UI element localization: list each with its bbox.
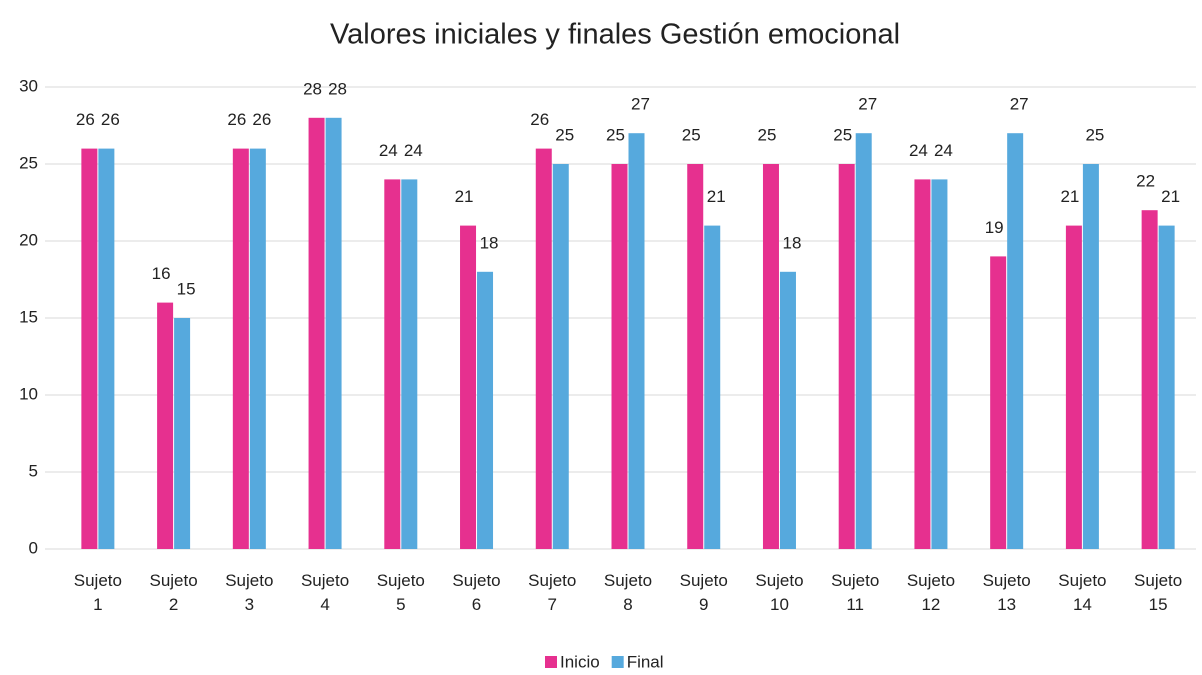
- data-label: 28: [328, 79, 347, 98]
- data-label: 27: [631, 95, 650, 114]
- bar: [552, 164, 569, 549]
- x-tick-label: Sujeto 15: [1134, 571, 1182, 614]
- x-tick-label: Sujeto 8: [604, 571, 652, 614]
- bar: [157, 302, 174, 549]
- bar: [779, 271, 796, 549]
- data-label: 21: [707, 187, 726, 206]
- data-label: 26: [227, 110, 246, 129]
- data-label: 24: [934, 141, 953, 160]
- data-label: 26: [101, 110, 120, 129]
- x-tick-label: Sujeto 13: [983, 571, 1031, 614]
- legend-swatch: [611, 656, 624, 668]
- data-label: 25: [1085, 125, 1104, 144]
- data-label: 27: [1010, 95, 1029, 114]
- bar: [384, 179, 401, 549]
- legend-swatch: [545, 656, 557, 668]
- bar: [401, 179, 418, 549]
- bar: [98, 148, 115, 549]
- data-label: 26: [76, 110, 95, 129]
- bar: [611, 164, 628, 549]
- data-label: 25: [682, 125, 701, 144]
- bar: [1158, 225, 1175, 549]
- bar: [931, 179, 948, 549]
- bar: [460, 225, 477, 549]
- data-label: 25: [555, 125, 574, 144]
- bar: [174, 318, 191, 549]
- data-label: 26: [252, 110, 271, 129]
- bar: [535, 148, 552, 549]
- y-tick-label: 25: [19, 153, 38, 172]
- bar: [1082, 164, 1099, 549]
- x-tick-label: Sujeto 1: [74, 571, 122, 614]
- y-tick-label: 0: [29, 538, 38, 557]
- x-tick-label: Sujeto 7: [528, 571, 576, 614]
- bar: [628, 133, 645, 549]
- y-tick-label: 5: [29, 461, 38, 480]
- bar: [308, 117, 325, 550]
- data-label: 25: [606, 125, 625, 144]
- bar: [232, 148, 249, 549]
- bar: [477, 271, 494, 549]
- data-label: 21: [455, 187, 474, 206]
- data-label: 19: [985, 218, 1004, 237]
- legend-label: Final: [627, 652, 664, 671]
- bar: [855, 133, 872, 549]
- bar: [1007, 133, 1024, 549]
- data-label: 15: [177, 279, 196, 298]
- data-label: 28: [303, 79, 322, 98]
- bar: [325, 117, 342, 550]
- y-tick-label: 20: [19, 230, 38, 249]
- data-label: 21: [1161, 187, 1180, 206]
- bar: [838, 164, 855, 549]
- data-label: 18: [480, 233, 499, 252]
- bar: [762, 164, 779, 549]
- legend-label: Inicio: [560, 652, 600, 671]
- bar: [1141, 210, 1158, 549]
- y-tick-label: 15: [19, 307, 38, 326]
- data-label: 22: [1136, 172, 1155, 191]
- x-tick-label: Sujeto 2: [149, 571, 197, 614]
- x-tick-label: Sujeto 12: [907, 571, 955, 614]
- data-label: 25: [758, 125, 777, 144]
- x-tick-label: Sujeto 14: [1058, 571, 1106, 614]
- data-label: 18: [783, 233, 802, 252]
- bar: [704, 225, 721, 549]
- x-tick-label: Sujeto 11: [831, 571, 879, 614]
- data-label: 24: [404, 141, 423, 160]
- data-label: 16: [152, 264, 171, 283]
- bar: [249, 148, 266, 549]
- chart-title: Valores iniciales y finales Gestión emoc…: [330, 19, 900, 51]
- bar: [990, 256, 1007, 549]
- bar: [687, 164, 704, 549]
- data-label: 24: [379, 141, 398, 160]
- x-tick-label: Sujeto 9: [680, 571, 728, 614]
- data-label: 26: [530, 110, 549, 129]
- data-label: 27: [858, 95, 877, 114]
- x-tick-label: Sujeto 6: [452, 571, 500, 614]
- data-label: 25: [833, 125, 852, 144]
- bar: [1065, 225, 1082, 549]
- bar: [81, 148, 98, 549]
- x-tick-label: Sujeto 4: [301, 571, 349, 614]
- x-tick-label: Sujeto 3: [225, 571, 273, 614]
- x-tick-label: Sujeto 5: [377, 571, 425, 614]
- data-label: 24: [909, 141, 928, 160]
- x-tick-label: Sujeto 10: [755, 571, 803, 614]
- data-label: 21: [1060, 187, 1079, 206]
- y-tick-label: 30: [19, 76, 38, 95]
- bar: [914, 179, 931, 549]
- y-tick-label: 10: [19, 384, 38, 403]
